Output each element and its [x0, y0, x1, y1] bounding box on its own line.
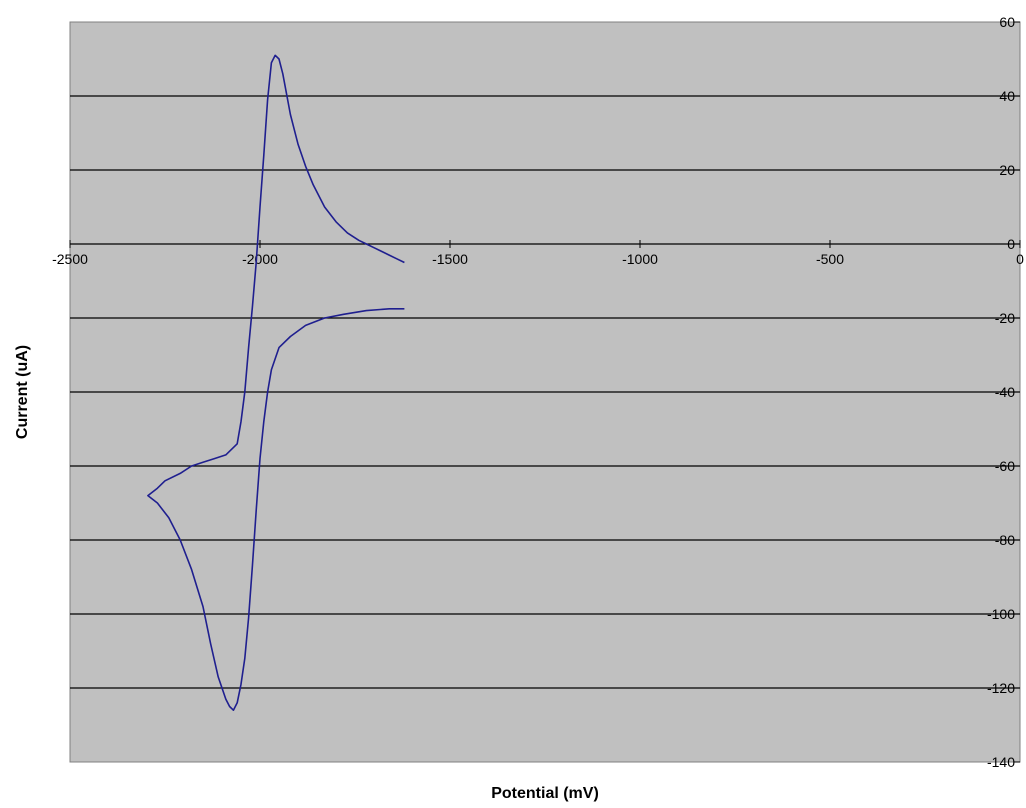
y-tick-label: -120 — [987, 680, 1015, 696]
y-tick-label: -20 — [995, 310, 1015, 326]
y-tick-label: 40 — [999, 88, 1015, 104]
x-tick-label: 0 — [1016, 251, 1024, 267]
y-tick-label: -100 — [987, 606, 1015, 622]
y-tick-label: 20 — [999, 162, 1015, 178]
y-axis-title: Current (uA) — [14, 345, 31, 439]
y-tick-label: -80 — [995, 532, 1015, 548]
series-line — [147, 54, 405, 711]
y-tick-label: -60 — [995, 458, 1015, 474]
horizontal-gridlines — [70, 95, 1020, 689]
x-tick-label: -1500 — [432, 251, 468, 267]
x-tick-label: -2000 — [242, 251, 278, 267]
x-axis-ticks: -2500 -2000 -1500 -1000 -500 0 — [52, 240, 1024, 267]
y-tick-label: -140 — [987, 754, 1015, 770]
x-tick-label: -1000 — [622, 251, 658, 267]
y-tick-label: 60 — [999, 14, 1015, 30]
y-tick-label: -40 — [995, 384, 1015, 400]
y-axis-ticks: 60 40 20 0 -20 -40 -60 -80 -100 -120 -140 — [987, 14, 1020, 770]
x-tick-label: -2500 — [52, 251, 88, 267]
y-tick-label: 0 — [1007, 236, 1015, 252]
x-axis-title: Potential (mV) — [491, 785, 599, 802]
x-tick-label: -500 — [816, 251, 844, 267]
